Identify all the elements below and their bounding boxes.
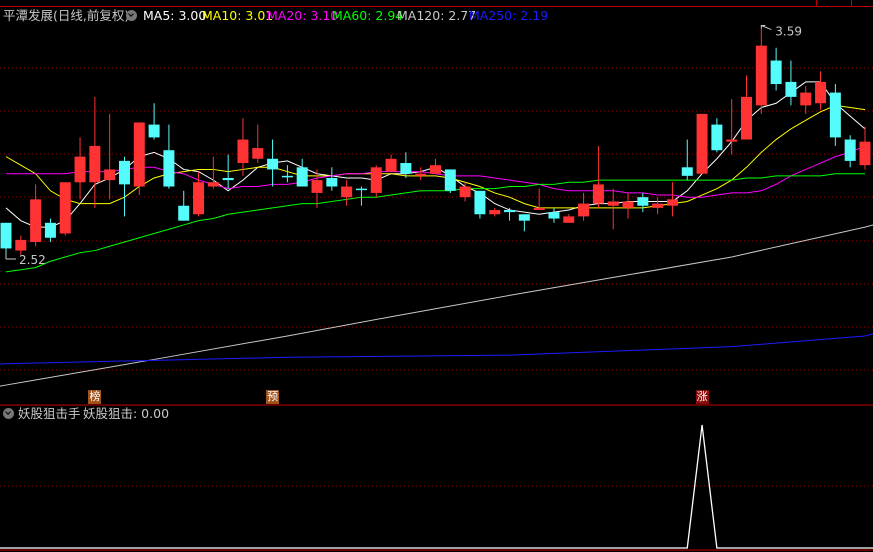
candle-down — [844, 139, 856, 161]
candle-up — [592, 184, 604, 204]
candle-down — [548, 212, 560, 219]
arrow-icon — [5, 252, 16, 260]
candle-down — [222, 177, 234, 181]
candle-up — [104, 169, 116, 181]
ma60-label: MA60: 2.94 — [332, 8, 404, 23]
ma250-label: MA250: 2.19 — [469, 8, 549, 23]
candle-up — [252, 148, 264, 159]
arrow-icon — [760, 25, 772, 31]
candle-down — [0, 222, 12, 249]
candle-up — [533, 207, 545, 210]
ma20-label: MA20: 3.10 — [267, 8, 339, 23]
candle-up — [607, 201, 619, 206]
candle-down — [178, 205, 190, 221]
candle-down — [681, 167, 693, 176]
candle-up — [741, 96, 752, 140]
candle-up — [341, 186, 353, 198]
candle-down — [148, 124, 160, 138]
candle-up — [370, 167, 382, 193]
signal-marker: 预 — [266, 390, 280, 404]
candle-down — [163, 150, 175, 187]
candle-up — [859, 141, 871, 166]
candle-up — [489, 210, 501, 215]
toolbar-button[interactable] — [851, 0, 873, 6]
candle-up — [133, 122, 145, 187]
chevron-down-icon[interactable] — [126, 10, 137, 21]
indicator-name: 妖股狙击手 — [18, 406, 81, 421]
signal-marker: 榜 — [88, 390, 102, 404]
candle-down — [44, 222, 56, 238]
candle-down — [770, 60, 782, 85]
chevron-down-icon[interactable] — [3, 408, 14, 419]
candle-down — [444, 169, 456, 191]
indicator-line — [0, 424, 873, 549]
indicator-panel-header: 妖股狙击手 妖股狙击: 0.00 — [0, 405, 873, 423]
candle-down — [281, 175, 293, 178]
stock-title: 平潭发展(日线,前复权) — [3, 8, 130, 23]
candle-up — [755, 45, 767, 106]
candle-up — [652, 203, 664, 208]
candle-up — [237, 139, 249, 164]
candle-down — [296, 167, 308, 187]
candle-up — [311, 180, 323, 193]
candle-up — [207, 182, 219, 187]
candle-up — [726, 139, 738, 142]
ma10-label: MA10: 3.01 — [202, 8, 274, 23]
signal-marker: 涨 — [695, 390, 709, 404]
candle-up — [74, 156, 86, 183]
candle-up — [666, 199, 678, 206]
candle-down — [326, 177, 338, 187]
ma250-line — [0, 333, 873, 365]
candle-down — [400, 163, 412, 174]
candle-up — [622, 201, 634, 208]
ma10-line — [5, 104, 866, 209]
candle-down — [785, 81, 797, 97]
high-price-label: 3.59 — [775, 25, 802, 39]
main-chart-header: 平潭发展(日线,前复权) MA5: 3.00 MA10: 3.01 MA20: … — [0, 7, 873, 25]
candle-up — [59, 182, 71, 234]
candle-up — [30, 199, 42, 243]
ma60-line — [5, 173, 865, 273]
candle-up — [563, 216, 575, 223]
ma120-label: MA120: 2.77 — [397, 8, 477, 23]
toolbar-button[interactable] — [816, 0, 851, 6]
candle-down — [711, 124, 723, 151]
candle-up — [193, 182, 205, 215]
candle-up — [89, 145, 101, 183]
ma5-label: MA5: 3.00 — [143, 8, 207, 23]
ma120-line — [0, 224, 873, 387]
candle-up — [815, 81, 827, 104]
candle-down — [355, 188, 367, 191]
candle-up — [459, 186, 471, 198]
indicator-value: 妖股狙击: 0.00 — [83, 406, 170, 421]
top-toolbar-strip — [0, 0, 873, 7]
candle-up — [696, 113, 708, 174]
candle-down — [637, 197, 649, 206]
candle-up — [578, 203, 590, 217]
candle-up — [15, 239, 27, 251]
candle-up — [800, 92, 812, 106]
candle-down — [474, 190, 486, 215]
candle-down — [504, 210, 516, 213]
candle-down — [829, 92, 841, 138]
candle-down — [267, 158, 279, 170]
candle-up — [385, 158, 397, 172]
candle-up — [415, 173, 427, 176]
candle-down — [518, 214, 530, 221]
low-price-label: 2.52 — [19, 253, 46, 267]
candle-up — [429, 165, 441, 174]
candle-down — [118, 160, 130, 185]
